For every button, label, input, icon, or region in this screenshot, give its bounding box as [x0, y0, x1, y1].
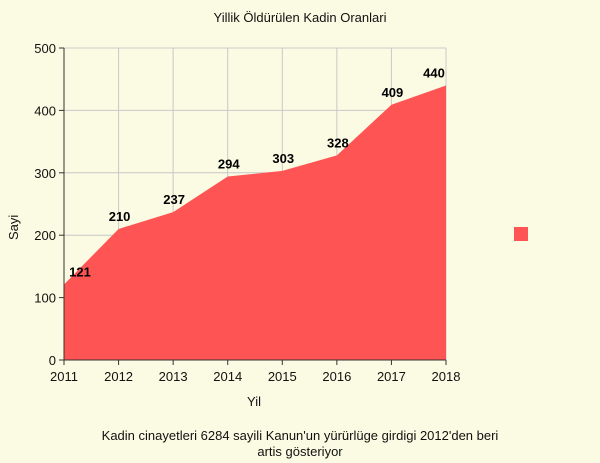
data-label: 237: [163, 192, 185, 207]
data-label: 121: [69, 264, 91, 279]
y-tick-label: 400: [34, 103, 56, 118]
chart-title: Yillik Öldürülen Kadin Oranlari: [213, 10, 387, 25]
x-tick-label: 2011: [50, 369, 78, 384]
data-label: 328: [327, 135, 349, 150]
x-tick-label: 2016: [322, 369, 351, 384]
y-axis-label: Sayi: [6, 214, 21, 240]
x-tick-label: 2017: [377, 369, 406, 384]
data-label: 210: [109, 209, 131, 224]
x-tick-label: 2018: [432, 369, 461, 384]
data-label: 409: [382, 85, 404, 100]
caption-line-1: Kadin cinayetleri 6284 sayili Kanun'un y…: [101, 428, 499, 443]
x-tick-label: 2015: [268, 369, 297, 384]
caption-line-2: artis gösteriyor: [257, 444, 343, 459]
data-label: 440: [423, 65, 445, 80]
y-tick-label: 0: [49, 353, 56, 368]
y-tick-label: 100: [34, 291, 56, 306]
y-tick-label: 300: [34, 166, 56, 181]
y-tick-label: 200: [34, 228, 56, 243]
x-tick-label: 2012: [104, 369, 133, 384]
x-tick-label: 2013: [159, 369, 188, 384]
legend-swatch: [514, 227, 528, 241]
chart-caption: Kadin cinayetleri 6284 sayili Kanun'un y…: [0, 428, 600, 460]
x-axis-label: Yil: [247, 394, 261, 409]
x-tick-label: 2014: [213, 369, 242, 384]
y-tick-label: 500: [34, 41, 56, 56]
area-series: [64, 85, 446, 360]
data-label: 294: [218, 157, 240, 172]
data-label: 303: [272, 151, 294, 166]
